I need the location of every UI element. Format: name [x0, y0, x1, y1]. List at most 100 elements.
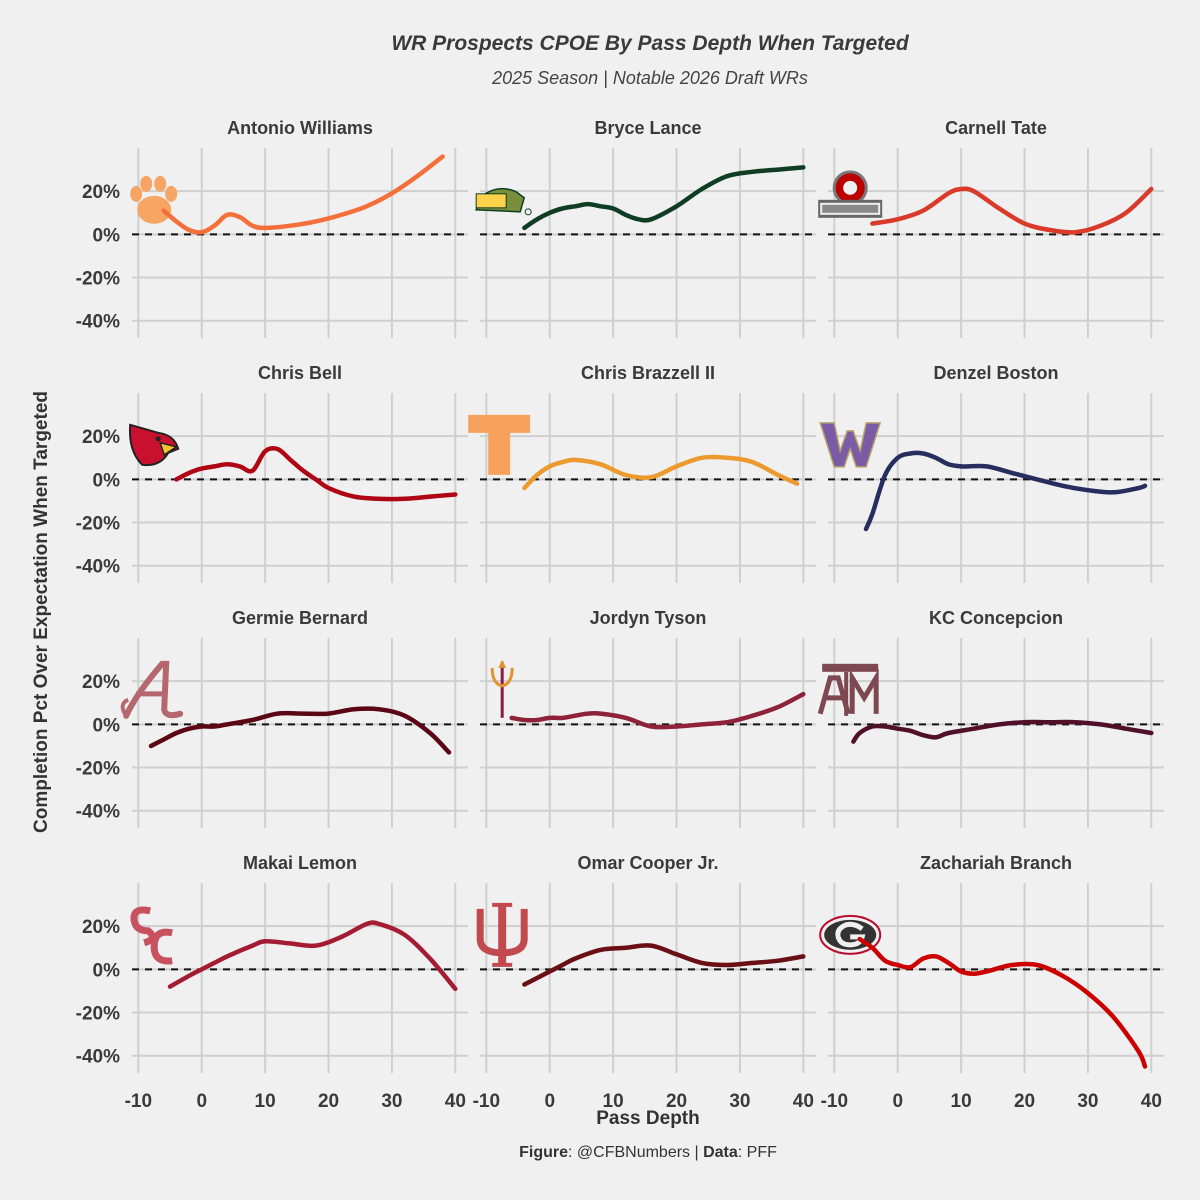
cpoe-line [522, 165, 806, 231]
x-axis-label: Pass Depth [596, 1108, 700, 1129]
ndsu-bison-logo [475, 193, 507, 209]
y-tick-label: 0% [93, 715, 121, 736]
indiana-iu-logo [492, 902, 513, 967]
texas-am-logo [817, 675, 851, 715]
panel-title: Jordyn Tyson [590, 608, 707, 628]
cpoe-line [148, 706, 452, 755]
y-tick-label: -20% [76, 514, 120, 535]
x-tick-label: 10 [255, 1091, 276, 1112]
alabama-a-logo [123, 660, 184, 719]
cpoe-line [174, 445, 458, 502]
x-tick-label: 0 [196, 1091, 207, 1112]
usc-sc-logo [150, 928, 173, 965]
panel-title: Chris Brazzell II [581, 363, 715, 383]
x-tick-label: 30 [729, 1091, 750, 1112]
y-tick-label: -40% [76, 802, 120, 823]
chart-title: WR Prospects CPOE By Pass Depth When Tar… [391, 32, 909, 55]
panel-chris-brazzell-ii: Chris Brazzell II [468, 363, 816, 583]
cpoe-line [161, 154, 445, 235]
x-tick-label: -10 [473, 1091, 500, 1112]
x-tick-label: 0 [892, 1091, 903, 1112]
x-tick-label: 0 [544, 1091, 555, 1112]
panel-makai-lemon: Makai Lemon 20% 0% -20% -40% -10 0 10 20 30 40 [76, 853, 468, 1112]
panel-jordyn-tyson: Jordyn Tyson [480, 608, 816, 828]
y-tick-label: 0% [93, 470, 121, 491]
y-tick-label: -20% [76, 759, 120, 780]
ohio-state-logo [843, 180, 858, 195]
chart-subtitle: 2025 Season | Notable 2026 Draft WRs [492, 68, 808, 88]
panel-title: Makai Lemon [243, 853, 357, 873]
louisville-cardinal-logo [155, 436, 161, 442]
x-tick-label: 40 [445, 1091, 466, 1112]
caption-data-label: Data [703, 1144, 738, 1161]
panel-title: KC Concepcion [929, 608, 1063, 628]
y-tick-label: 0% [93, 225, 121, 246]
panel-title: Bryce Lance [594, 118, 701, 138]
panel-title: Zachariah Branch [920, 853, 1072, 873]
cpoe-line [857, 936, 1148, 1069]
figure-caption: Figure: @CFBNumbers | Data: PFF [0, 1144, 1200, 1162]
y-tick-label: 20% [82, 672, 120, 693]
x-tick-label: 20 [1014, 1091, 1035, 1112]
y-tick-label: 20% [82, 427, 120, 448]
cpoe-line [870, 186, 1154, 235]
clemson-paw-logo [130, 185, 143, 202]
x-tick-label: 10 [951, 1091, 972, 1112]
caption-figure-value: : @CFBNumbers | [568, 1144, 704, 1161]
arizona-state-pitchfork-logo [498, 659, 507, 668]
tennessee-t-logo [468, 414, 531, 475]
panel-title: Omar Cooper Jr. [577, 853, 718, 873]
cpoe-line [167, 920, 458, 992]
panel-bryce-lance: Bryce Lance [475, 118, 816, 338]
x-tick-label: 40 [1141, 1091, 1162, 1112]
x-tick-label: 20 [318, 1091, 339, 1112]
clemson-paw-logo [154, 175, 167, 192]
y-tick-label: -20% [76, 1004, 120, 1025]
louisville-cardinal-logo [159, 441, 179, 456]
y-tick-label: 20% [82, 182, 120, 203]
ohio-state-logo [822, 204, 879, 213]
panel-title: Chris Bell [258, 363, 342, 383]
caption-figure-label: Figure [519, 1144, 568, 1161]
arizona-state-pitchfork-logo [490, 667, 514, 688]
x-tick-label: 10 [603, 1091, 624, 1112]
georgia-g-logo [835, 921, 866, 948]
texas-am-logo [849, 668, 879, 714]
panel-zachariah-branch: Zachariah Branch -10 0 10 20 30 40 [819, 853, 1164, 1112]
x-tick-label: 40 [793, 1091, 814, 1112]
ndsu-bison-logo [524, 208, 532, 216]
panel-antonio-williams: Antonio Williams 20% 0% -20% -40% [76, 118, 468, 338]
panel-title: Denzel Boston [933, 363, 1058, 383]
panel-chris-bell: Chris Bell 20% 0% -20% -40% [76, 363, 468, 583]
washington-w-logo [819, 422, 882, 468]
alabama-a-logo [120, 697, 130, 717]
y-tick-label: -40% [76, 1047, 120, 1068]
louisville-cardinal-logo [128, 423, 180, 467]
cpoe-line [851, 719, 1154, 744]
caption-data-value: : PFF [737, 1144, 777, 1161]
panel-title: Antonio Williams [227, 118, 373, 138]
x-tick-label: 30 [381, 1091, 402, 1112]
cpoe-line [509, 691, 806, 730]
cpoe-line [863, 450, 1148, 532]
panel-denzel-boston: Denzel Boston [819, 363, 1164, 583]
x-tick-label: 20 [666, 1091, 687, 1112]
texas-am-logo [822, 663, 879, 672]
x-tick-label: -10 [821, 1091, 848, 1112]
x-tick-label: -10 [125, 1091, 152, 1112]
x-tick-label: 30 [1077, 1091, 1098, 1112]
clemson-paw-logo [165, 185, 178, 202]
clemson-paw-logo [140, 175, 153, 192]
y-tick-label: -40% [76, 557, 120, 578]
y-tick-label: -20% [76, 269, 120, 290]
panel-kc-concepcion: KC Concepcion [817, 608, 1164, 828]
y-tick-label: 0% [93, 960, 121, 981]
panel-omar-cooper-jr: Omar Cooper Jr. -10 0 10 20 30 40 [473, 853, 816, 1112]
y-tick-label: 20% [82, 917, 120, 938]
panel-title: Carnell Tate [945, 118, 1047, 138]
panel-title: Germie Bernard [232, 608, 368, 628]
panel-germie-bernard: Germie Bernard 20% 0% -20% -40% [76, 608, 468, 828]
cpoe-line [522, 943, 806, 987]
cpoe-line [522, 454, 800, 491]
